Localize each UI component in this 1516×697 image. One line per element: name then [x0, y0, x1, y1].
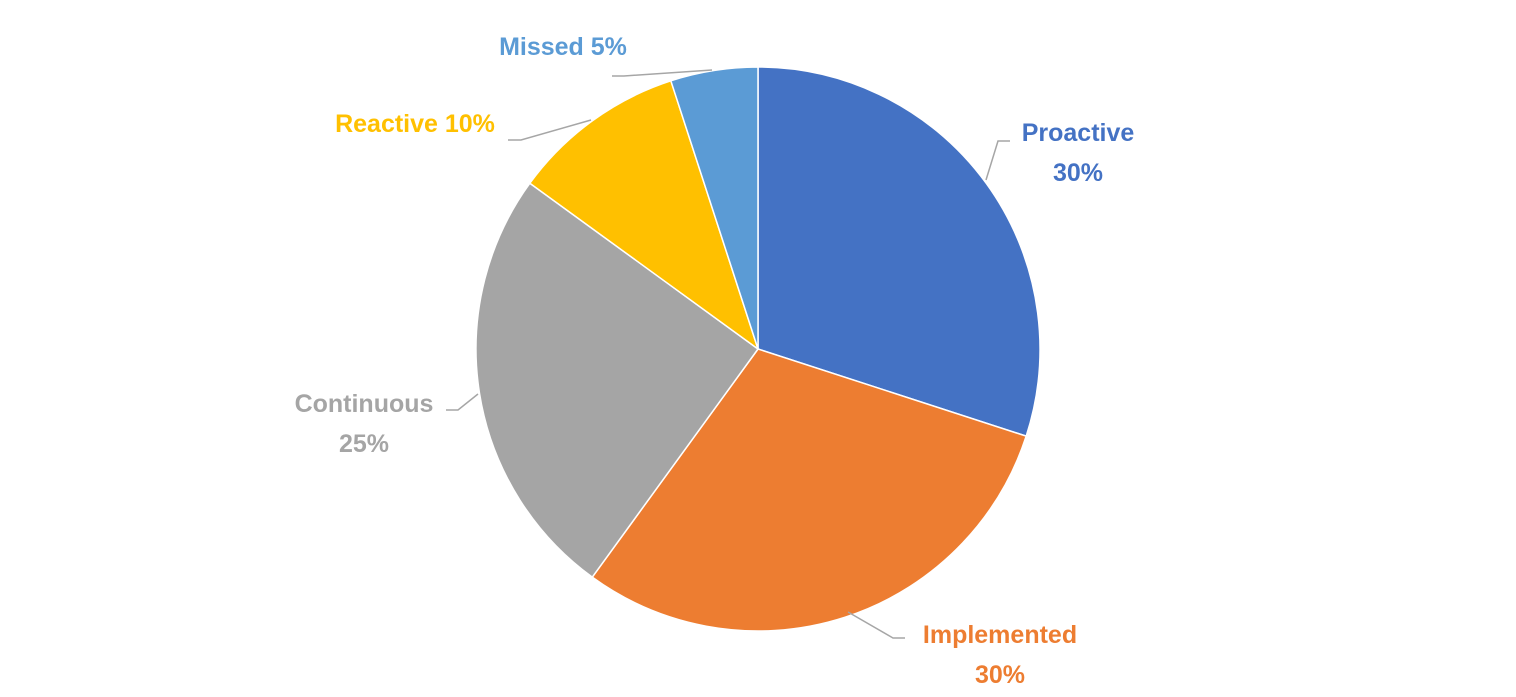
slices-layer [475, 66, 1041, 632]
data-label-missed: Missed 5% [499, 33, 627, 61]
data-label-implemented: Implemented 30% [923, 621, 1077, 689]
data-label-continuous: Continuous 25% [295, 390, 434, 458]
leader-line-proactive [985, 140, 1010, 181]
labels-layer: Proactive 30% Implemented 30% Continuous 25% R… [295, 33, 1135, 689]
data-label-proactive: Proactive 30% [1022, 119, 1135, 187]
data-label-value: 30% [975, 661, 1025, 689]
leader-line-implemented [847, 611, 905, 639]
data-label-name-value: Missed 5% [499, 33, 627, 61]
data-label-value: 30% [1053, 159, 1103, 187]
pie-slice-reactive [529, 80, 759, 350]
pie-slice-missed [670, 66, 759, 350]
pie-slice-continuous [475, 182, 759, 578]
data-label-value: 25% [339, 430, 389, 458]
data-label-name: Continuous [295, 390, 434, 418]
leader-line-missed [612, 69, 713, 77]
pie-slice-implemented [591, 348, 1027, 632]
leader-line-continuous [446, 393, 479, 411]
leader-lines-layer [446, 69, 1010, 639]
data-label-name: Implemented [923, 621, 1077, 649]
pie-slice-proactive [757, 66, 1041, 437]
data-label-reactive: Reactive 10% [335, 110, 495, 138]
leader-line-reactive [508, 119, 592, 141]
data-label-name-value: Reactive 10% [335, 110, 495, 138]
data-label-name: Proactive [1022, 119, 1135, 147]
